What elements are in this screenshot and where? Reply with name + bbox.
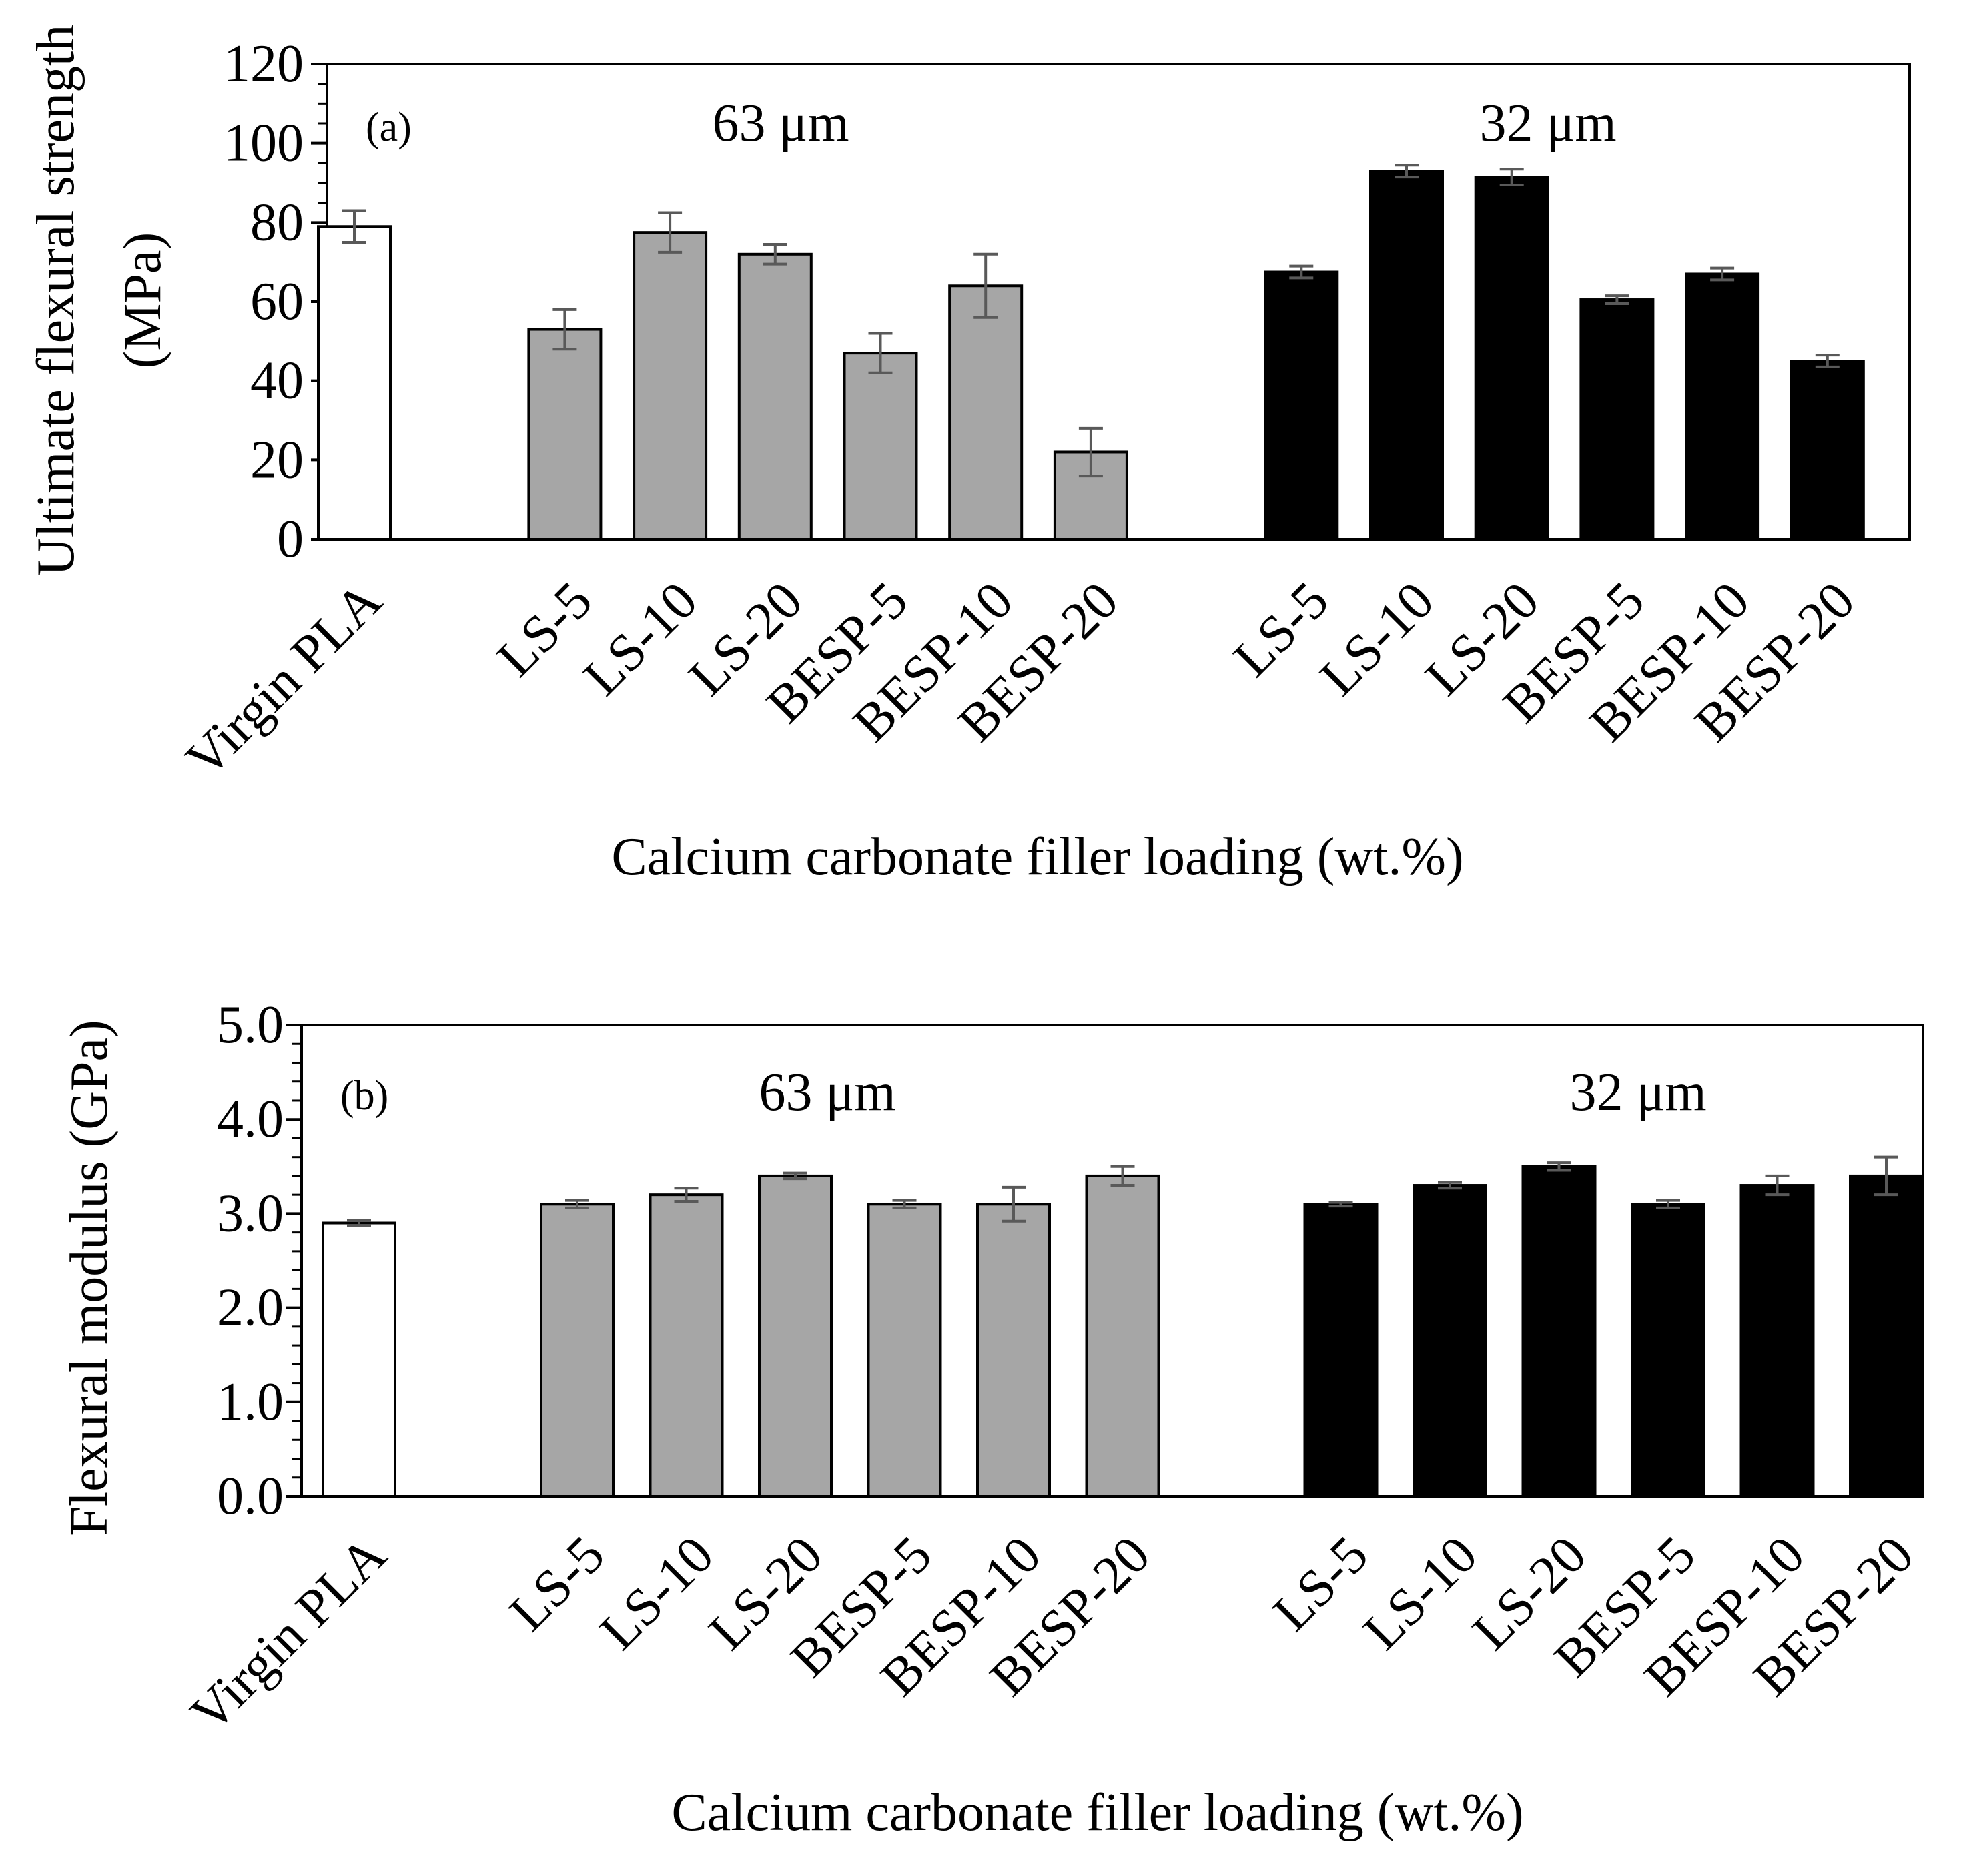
panel-a-bar-um32-ls-10	[1369, 170, 1444, 541]
panel-a-bar-um32-besp-10	[1685, 272, 1760, 541]
panel-b-bar-um32-ls-10	[1413, 1184, 1487, 1498]
panel-b-bar-um32-besp-20	[1849, 1174, 1924, 1498]
panel-a-y-tick-label-0: 0	[277, 510, 304, 569]
panel-b-label: (b)	[340, 1073, 388, 1119]
panel-b-x-tick-label-virgin-virgin-pla: Virgin PLA	[179, 1525, 398, 1743]
panel-a-group-label-63um: 63 μm	[712, 94, 849, 153]
panel-a-bar-um32-besp-20	[1790, 360, 1865, 541]
panel-b-bar-um63-ls-10	[649, 1193, 724, 1498]
panel-b-y-tick-label-4: 4.0	[217, 1090, 284, 1149]
panel-a-bar-um63-ls-10	[633, 231, 708, 541]
panel-a-x-tick-label-um63-ls-10: LS-10	[572, 571, 709, 707]
panel-b-y-tick-label-5: 5.0	[217, 996, 284, 1054]
panel-b-bar-um32-besp-5	[1631, 1203, 1705, 1498]
panel-b-bar-virgin-virgin-pla	[322, 1221, 396, 1498]
panel-a-y-tick-label-2: 40	[250, 352, 304, 410]
panel-a-x-axis-title: Calcium carbonate filler loading (wt.%)	[611, 828, 1463, 886]
panel-b-group-label-32um: 32 μm	[1569, 1063, 1706, 1122]
panel-b-y-tick-label-0: 0.0	[217, 1467, 284, 1526]
panel-b-y-tick-label-3: 3.0	[217, 1184, 284, 1243]
panel-a-bar-virgin-virgin-pla	[317, 225, 392, 541]
panel-b-bar-um32-besp-10	[1739, 1184, 1815, 1498]
panel-b-group-label-63um: 63 μm	[759, 1063, 895, 1122]
panel-a-y-axis-title-line2: (MPa)	[113, 232, 172, 368]
panel-a-y-tick-label-3: 60	[250, 272, 304, 331]
panel-a-bar-um32-ls-20	[1474, 176, 1549, 541]
panel-b-x-tick-label-um63-ls-10: LS-10	[589, 1526, 725, 1662]
panel-a-bar-um63-besp-5	[843, 352, 918, 541]
panel-a-bar-um63-ls-20	[737, 252, 813, 541]
panel-a-y-tick-label-5: 100	[224, 114, 304, 173]
panel-b-y-axis-title: Flexural modulus (GPa)	[60, 1020, 119, 1536]
panel-b-bar-um63-besp-10	[976, 1203, 1051, 1498]
panel-a-bar-um32-besp-5	[1579, 298, 1655, 541]
panel-a-y-tick-label-1: 20	[250, 430, 304, 489]
panel-b-bar-um63-besp-5	[867, 1203, 942, 1498]
panel-a-y-tick-label-6: 120	[224, 35, 304, 93]
panel-b-bar-um63-ls-5	[540, 1203, 615, 1498]
panel-a-label: (a)	[366, 105, 412, 150]
panel-b-x-axis-title: Calcium carbonate filler loading (wt.%)	[671, 1783, 1523, 1842]
panel-a-group-label-32um: 32 μm	[1479, 94, 1616, 153]
panel-b-bar-um63-besp-20	[1085, 1174, 1160, 1498]
panel-a-x-tick-label-um32-ls-10: LS-10	[1309, 571, 1445, 707]
panel-a-y-axis-title-line1: Ultimate flexural strength	[27, 25, 85, 576]
panel-a-x-tick-label-virgin-virgin-pla: Virgin PLA	[175, 571, 393, 789]
panel-a-bar-um32-ls-5	[1264, 270, 1339, 541]
panel-b-bar-um32-ls-20	[1521, 1165, 1597, 1498]
panel-b-bar-um32-ls-5	[1303, 1203, 1379, 1498]
panel-b-y-tick-label-1: 1.0	[217, 1373, 284, 1432]
panel-b-bar-um63-ls-20	[758, 1174, 833, 1498]
panel-a-y-tick-label-4: 80	[250, 193, 304, 252]
panel-b-y-tick-label-2: 2.0	[217, 1279, 284, 1337]
panel-a-bar-um63-besp-10	[948, 284, 1024, 541]
panel-b-x-tick-label-um32-ls-10: LS-10	[1352, 1526, 1489, 1662]
panel-a-bar-um63-ls-5	[527, 328, 603, 541]
